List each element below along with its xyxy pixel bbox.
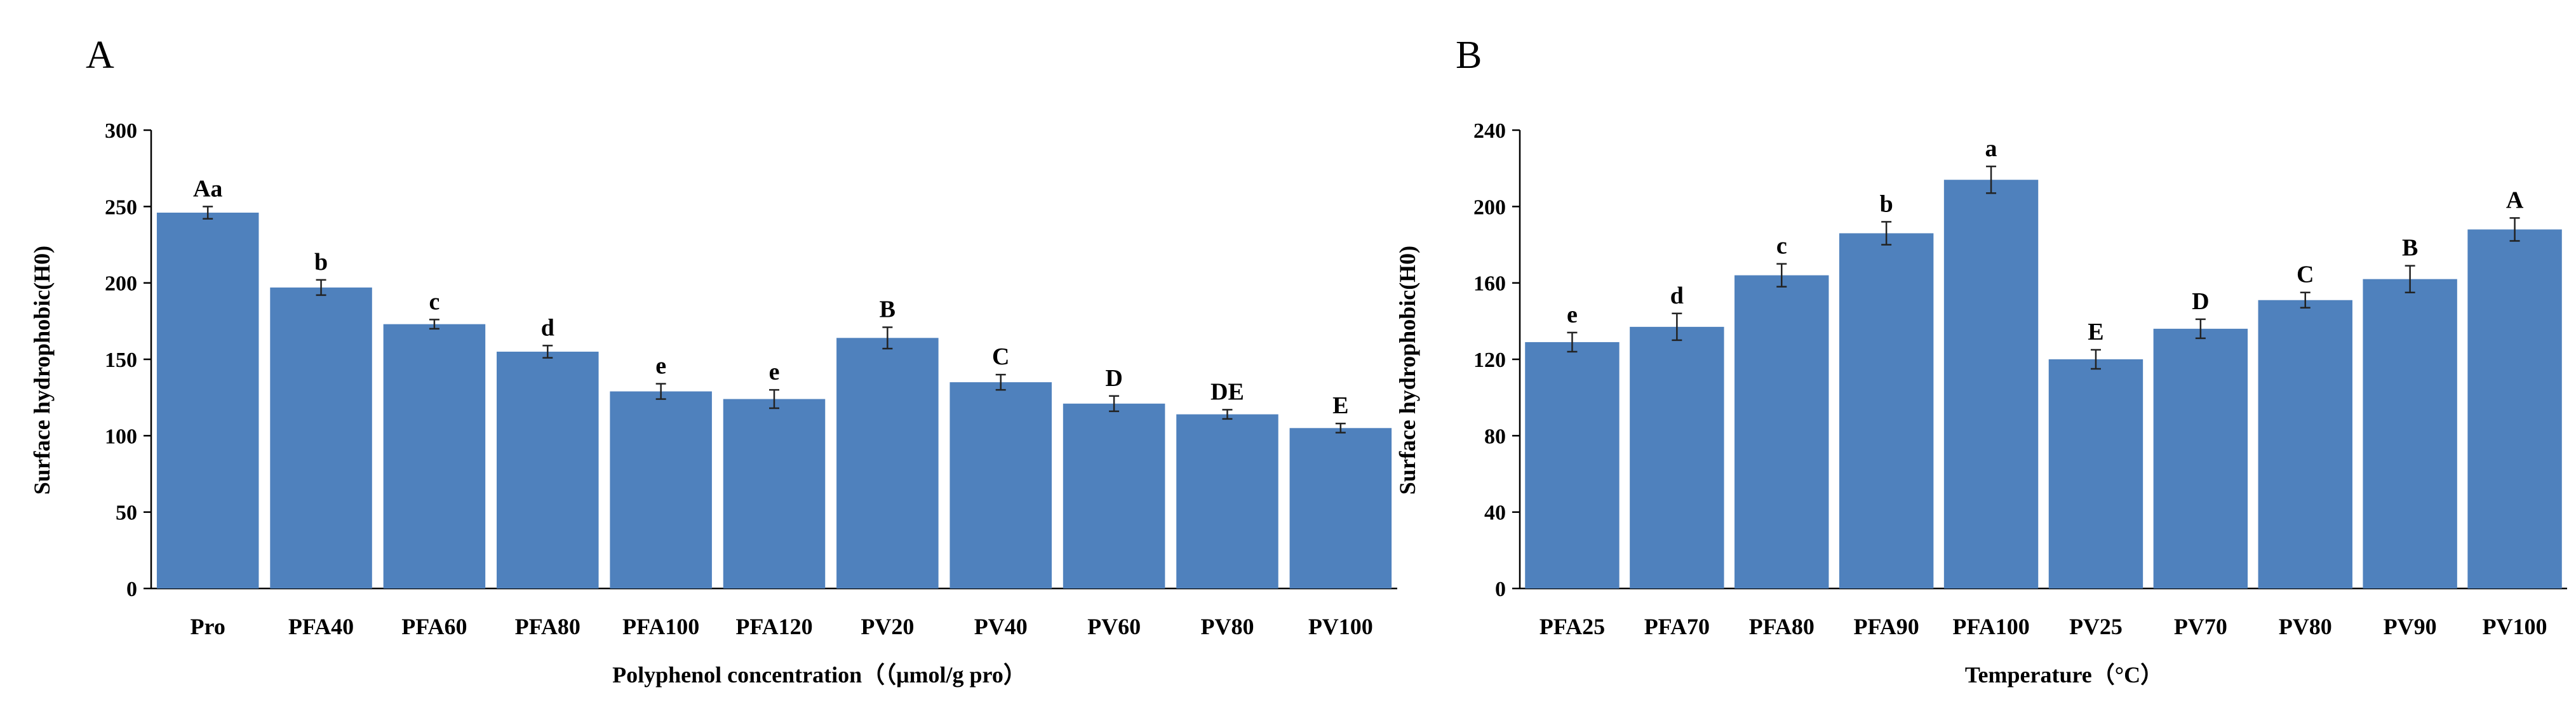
panel-a-bar-pfa120 [723,399,826,588]
panel-a-chart: A Surface hydrophobic(H0) Polyphenol con… [29,34,1397,688]
panel-b-bar-pv100 [2467,229,2562,588]
panel-a-y-axis-title: Surface hydrophobic(H0) [29,246,55,495]
panel-a-y-tick-label: 200 [105,272,137,296]
panel-b-label: B [1456,34,1482,77]
panel-b-bar-pfa100 [1943,180,2039,588]
panel-a-category-label: PFA60 [401,614,467,639]
panel-b-y-tick-label: 0 [1495,578,1506,601]
panel-a-significance-label: B [880,296,896,322]
panel-a-significance-label: E [1332,392,1348,419]
panel-b-category-label: PFA90 [1853,614,1919,639]
panel-b-bar-pv80 [2258,300,2352,588]
panel-b-y-tick-label: 40 [1484,502,1506,525]
panel-a-significance-label: D [1105,365,1122,392]
panel-b-y-tick-label: 120 [1473,349,1506,372]
panel-a-category-label: Pro [191,614,225,639]
panel-b-category-label: PV100 [2483,614,2547,639]
panel-a-bar-pv100 [1289,428,1392,588]
panel-b-category-label: PFA25 [1540,614,1605,639]
panel-b-bar-pfa80 [1734,275,1829,588]
panel-b-bar-pv90 [2363,279,2457,588]
panel-b-significance-label: d [1670,282,1684,309]
panel-a-bar-pro [156,212,259,589]
panel-a-significance-label: Aa [193,175,222,202]
panel-a-significance-label: b [314,249,328,276]
panel-a-y-tick-label: 100 [105,425,137,448]
panel-b-significance-label: e [1567,302,1578,328]
panel-a-y-tick-label: 300 [105,119,137,143]
panel-b-category-label: PV25 [2069,614,2123,639]
panel-b-y-tick-label: 160 [1473,272,1506,296]
panel-b-bar-pfa25 [1525,342,1620,588]
panel-a-x-axis-title: Polyphenol concentration（（μmol/g pro） [612,662,1026,688]
panel-a-category-label: PV40 [974,614,1028,639]
panel-a-y-tick-label: 50 [116,502,137,525]
panel-b-significance-label: E [2088,319,2103,345]
panel-a-label: A [86,34,114,77]
panel-b-category-label: PV70 [2174,614,2227,639]
panel-b-y-tick-label: 80 [1484,425,1506,448]
panel-a-significance-label: d [541,314,554,341]
panel-a-category-label: PFA80 [515,614,580,639]
panel-b-bar-pfa70 [1630,326,1724,588]
panel-a-category-label: PV80 [1200,614,1254,639]
panel-a-significance-label: c [429,288,439,315]
panel-a-bar-pfa60 [383,324,486,588]
panel-b-significance-label: B [2402,235,2418,262]
panel-a-significance-label: e [655,353,666,380]
panel-a-category-label: PFA120 [735,614,812,639]
panel-a-category-label: PFA40 [288,614,354,639]
panel-a-bar-pv80 [1176,414,1278,588]
panel-a-bar-pv40 [949,382,1052,588]
panel-b-bar-pv25 [2048,359,2143,588]
panel-b-category-label: PFA70 [1644,614,1710,639]
panel-b-bar-pfa90 [1839,233,1934,588]
panel-b-significance-label: A [2506,187,2524,213]
panel-b-significance-label: c [1776,233,1787,260]
panel-b-bar-pv70 [2153,328,2248,588]
panel-a-category-label: PV20 [861,614,914,639]
panel-b-chart: B Surface hydrophobic(H0) Temperature（°C… [1395,34,2567,688]
panel-b-significance-label: a [1985,135,1997,162]
panel-b-x-axis-title: Temperature（°C） [1965,662,2163,688]
panel-a-y-tick-label: 250 [105,196,137,219]
panel-a-y-tick-label: 150 [105,349,137,372]
panel-a-significance-label: C [992,343,1009,370]
panel-b-significance-label: D [2192,288,2209,315]
panel-b-significance-label: C [2297,262,2314,288]
panel-a-category-label: PFA100 [622,614,699,639]
panel-a-significance-label: DE [1211,378,1244,405]
panel-a-y-tick-label: 0 [126,578,137,601]
panel-a-bar-pfa80 [497,351,599,588]
panel-b-category-label: PV80 [2279,614,2332,639]
panel-a-category-label: PV60 [1087,614,1141,639]
panel-a-bar-pv60 [1063,403,1165,588]
panel-b-y-tick-label: 240 [1473,119,1506,143]
panel-a-bar-pv20 [836,338,939,588]
panel-b-significance-label: b [1880,190,1893,217]
panel-b-category-label: PFA100 [1952,614,2029,639]
panel-a-category-label: PV100 [1308,614,1373,639]
panel-a-bar-pfa100 [610,391,712,588]
panel-a-significance-label: e [769,359,780,385]
panel-b-category-label: PFA80 [1749,614,1815,639]
panel-b-category-label: PV90 [2384,614,2437,639]
panel-b-y-tick-label: 200 [1473,196,1506,219]
panel-b-y-axis-title: Surface hydrophobic(H0) [1395,246,1420,495]
panel-a-bar-pfa40 [270,287,372,588]
